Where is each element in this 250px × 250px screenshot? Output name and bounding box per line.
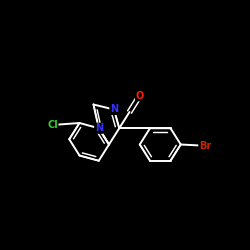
Text: N: N [95, 123, 103, 133]
Text: O: O [136, 91, 144, 101]
Text: Cl: Cl [47, 120, 58, 130]
Text: Br: Br [199, 141, 211, 151]
Text: N: N [110, 104, 118, 115]
